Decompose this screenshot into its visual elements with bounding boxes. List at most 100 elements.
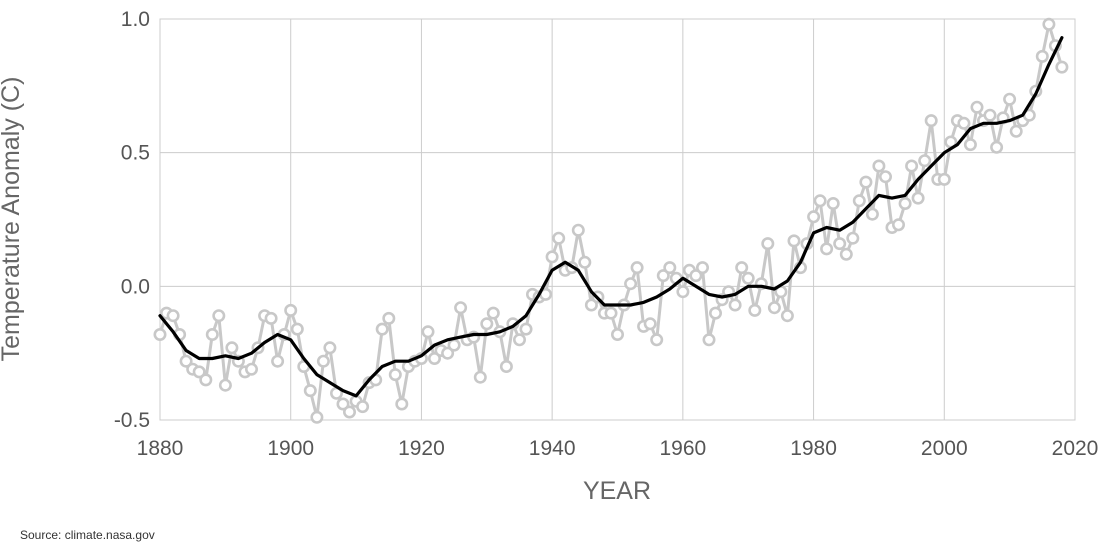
annual-point-1890: [218, 378, 232, 392]
x-axis-ticks: 1880 1900 1920 1940 1960 1980 2000 2020: [137, 437, 1099, 460]
annual-point-1994: [898, 197, 912, 211]
annual-point-1950: [610, 327, 624, 341]
annual-point-1989: [865, 207, 879, 221]
annual-point-1964: [702, 333, 716, 347]
annual-point-1916: [388, 368, 402, 382]
y-tick-label-1: 0.5: [121, 142, 150, 165]
annual-point-2015: [1035, 49, 1049, 63]
x-tick-label-1900: 1900: [267, 437, 314, 460]
annual-point-1971: [748, 303, 762, 317]
x-tick-label-1960: 1960: [659, 437, 706, 460]
annual-point-1974: [767, 301, 781, 315]
annual-point-2010: [1003, 92, 1017, 106]
x-tick-label-1980: 1980: [790, 437, 837, 460]
annual-point-1986: [846, 231, 860, 245]
annual-point-1905: [316, 354, 330, 368]
annual-point-1930: [480, 317, 494, 331]
annual-point-1882: [166, 309, 180, 323]
annual-point-1894: [245, 362, 259, 376]
annual-point-1977: [787, 234, 801, 248]
annual-point-1897: [264, 311, 278, 325]
annual-point-1941: [552, 231, 566, 245]
annual-point-1926: [454, 301, 468, 315]
annual-point-1956: [650, 333, 664, 347]
annual-mean-series: [153, 17, 1069, 424]
annual-point-1962: [689, 269, 703, 283]
annual-point-1921: [421, 325, 435, 339]
annual-point-1965: [708, 306, 722, 320]
lowess-smoothing-line: [158, 36, 1064, 398]
annual-point-1991: [878, 170, 892, 184]
annual-mean-line: [158, 22, 1064, 419]
annual-point-1888: [205, 327, 219, 341]
annual-point-2007: [983, 108, 997, 122]
x-tick-label-1880: 1880: [137, 437, 184, 460]
y-tick-label-2: 0.0: [121, 275, 150, 298]
annual-point-1960: [676, 285, 690, 299]
annual-point-1935: [512, 333, 526, 347]
annual-point-1968: [728, 298, 742, 312]
annual-point-1933: [499, 359, 513, 373]
annual-point-1925: [447, 338, 461, 352]
annual-point-1969: [735, 261, 749, 275]
annual-point-2011: [1009, 124, 1023, 138]
annual-point-1891: [225, 341, 239, 355]
annual-point-1970: [741, 271, 755, 285]
annual-point-1945: [578, 255, 592, 269]
annual-point-1931: [486, 306, 500, 320]
annual-point-1904: [310, 410, 324, 424]
x-tick-label-2000: 2000: [921, 437, 968, 460]
annual-point-1955: [643, 317, 657, 331]
plot-frame: [159, 18, 1076, 421]
annual-point-1922: [427, 351, 441, 365]
annual-point-1917: [395, 397, 409, 411]
annual-point-1957: [656, 269, 670, 283]
annual-point-1884: [179, 354, 193, 368]
annual-point-1911: [356, 400, 370, 414]
annual-point-1997: [918, 154, 932, 168]
annual-point-1998: [924, 114, 938, 128]
annual-point-1929: [473, 370, 487, 384]
annual-point-1936: [519, 322, 533, 336]
annual-point-2018: [1055, 60, 1069, 74]
annual-point-1982: [820, 242, 834, 256]
annual-point-1886: [192, 365, 206, 379]
annual-point-1973: [761, 237, 775, 251]
annual-point-1887: [199, 373, 213, 387]
annual-point-1898: [271, 354, 285, 368]
annual-point-1995: [905, 159, 919, 173]
y-axis-ticks: 1.0 0.5 0.0 -0.5: [114, 8, 150, 432]
annual-point-2000: [937, 172, 951, 186]
annual-point-1906: [323, 341, 337, 355]
annual-point-1953: [630, 261, 644, 275]
y-tick-label-0: 1.0: [121, 8, 150, 31]
lowess-smoothing-series: [158, 36, 1064, 398]
annual-point-1984: [833, 237, 847, 251]
annual-point-2016: [1042, 17, 1056, 31]
x-axis-title: YEAR: [583, 477, 651, 505]
chart-grid: [159, 18, 1076, 421]
annual-point-1908: [336, 397, 350, 411]
annual-point-1985: [839, 247, 853, 261]
annual-point-1949: [604, 306, 618, 320]
annual-point-1900: [284, 303, 298, 317]
annual-point-1988: [859, 175, 873, 189]
annual-point-1946: [584, 298, 598, 312]
annual-point-2008: [990, 140, 1004, 154]
x-tick-label-2020: 2020: [1052, 437, 1099, 460]
annual-point-1924: [441, 346, 455, 360]
annual-point-1940: [545, 250, 559, 264]
annual-point-1993: [891, 218, 905, 232]
annual-point-2004: [963, 138, 977, 152]
annual-point-1987: [852, 194, 866, 208]
annual-point-1914: [375, 322, 389, 336]
annual-point-1983: [826, 197, 840, 211]
annual-point-1996: [911, 191, 925, 205]
annual-point-1880: [153, 327, 167, 341]
annual-point-2005: [970, 100, 984, 114]
annual-point-1915: [382, 311, 396, 325]
annual-point-1944: [571, 223, 585, 237]
annual-point-1909: [342, 405, 356, 419]
x-tick-label-1940: 1940: [529, 437, 576, 460]
